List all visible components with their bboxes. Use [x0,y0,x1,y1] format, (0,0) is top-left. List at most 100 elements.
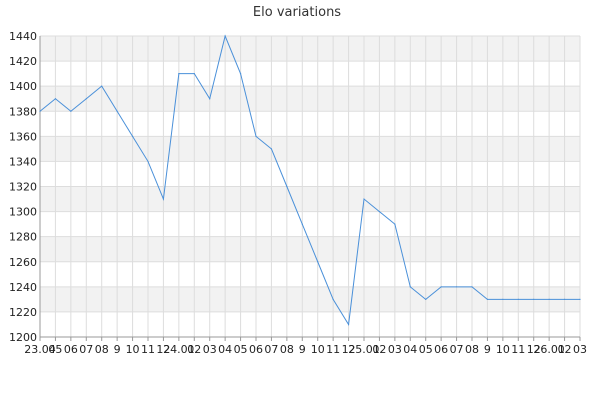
data-point [455,286,458,288]
data-point [486,298,489,300]
y-tick-label: 1360 [9,130,37,143]
axes [39,36,581,341]
data-point [440,286,442,288]
x-tick-label: 11 [326,343,340,356]
x-tick-label: 04 [218,343,232,356]
x-tick-label: 07 [450,343,464,356]
y-tick-label: 1440 [9,30,37,43]
y-tick-label: 1280 [9,231,37,244]
data-point [131,135,134,137]
data-point [101,85,103,87]
x-tick-label: 02 [558,343,572,356]
data-point [394,223,396,225]
data-point [85,98,87,100]
data-point [471,286,473,288]
x-tick-label: 06 [434,343,448,356]
data-point [162,198,165,200]
band [40,86,580,112]
x-tick-label: 08 [280,343,294,356]
data-point [70,110,72,112]
data-point [224,35,226,37]
data-point [301,223,303,225]
y-tick-label: 1380 [9,105,37,118]
x-tick-label: 05 [419,343,433,356]
x-tick-label: 23.04 [24,343,56,356]
x-tick-label: 02 [187,343,201,356]
data-point [548,298,550,300]
y-tick-label: 1200 [9,331,37,344]
background-bands [40,36,580,312]
data-point [425,298,427,300]
x-tick-label: 12 [156,343,170,356]
y-tick-label: 1320 [9,181,37,194]
series-line [39,34,580,326]
data-point [533,298,535,300]
series-layer [39,34,581,326]
x-tick-label: 10 [126,343,140,356]
band [40,136,580,162]
data-point [579,298,581,300]
x-tick-label: 06 [64,343,78,356]
data-point [502,298,504,300]
data-point [332,298,334,300]
band [40,236,580,262]
y-tick-label: 1220 [9,306,37,319]
data-point [409,286,411,288]
x-tick-label: 02 [372,343,386,356]
data-point [116,110,118,112]
x-tick-label: 9 [114,343,121,356]
data-point [239,73,242,75]
x-tick-label: 11 [511,343,525,356]
grid-lines [39,35,581,338]
x-tick-label: 08 [465,343,479,356]
data-point [347,323,350,326]
x-tick-label: 9 [484,343,491,356]
y-tick-label: 1300 [9,206,37,219]
x-tick-label: 04 [403,343,417,356]
data-point [255,135,257,137]
y-tick-label: 1240 [9,281,37,294]
chart-title: Elo variations [253,5,341,20]
y-tick-labels: 1200 1220 1240 1260 1280 1300 1320 1340 1360 1380… [9,30,37,344]
x-tick-label: 06 [249,343,263,356]
data-point [193,73,195,75]
y-tick-label: 1340 [9,155,37,168]
data-point [563,298,566,300]
data-point [209,98,211,100]
x-tick-label: 03 [573,343,587,356]
x-tick-label: 9 [299,343,306,356]
data-point [378,210,381,213]
y-tick-label: 1260 [9,256,37,269]
x-tick-label: 03 [203,343,217,356]
x-tick-label: 25.01 [348,343,380,356]
data-point [317,261,319,263]
x-tick-label: 05 [234,343,248,356]
band [40,36,580,62]
x-tick-label: 26.01 [533,343,565,356]
y-tick-label: 1400 [9,80,37,93]
data-point [270,148,273,150]
x-tick-label: 08 [95,343,109,356]
x-tick-label: 07 [79,343,93,356]
x-tick-label: 24.01 [163,343,195,356]
data-point [286,185,288,188]
data-point [39,110,41,112]
x-tick-label: 11 [141,343,155,356]
x-tick-label: 10 [496,343,510,356]
x-tick-label: 12 [527,343,541,356]
data-point [54,98,57,100]
data-point [363,198,365,200]
data-point [178,73,180,75]
band [40,186,580,212]
data-point [517,298,519,300]
x-tick-label: 07 [264,343,278,356]
x-tick-label: 10 [311,343,325,356]
y-tick-label: 1420 [9,55,37,68]
x-tick-label: 05 [48,343,62,356]
x-tick-label: 12 [342,343,356,356]
data-point [147,160,149,163]
x-tick-label: 03 [388,343,402,356]
